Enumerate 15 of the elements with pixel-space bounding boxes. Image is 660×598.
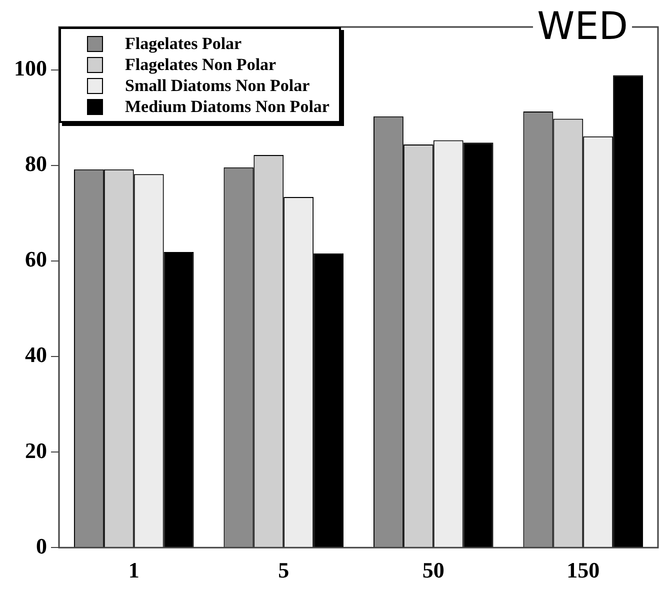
legend-label: Small Diatoms Non Polar xyxy=(125,75,310,96)
y-tick-label: 40 xyxy=(25,342,47,368)
y-tick-label: 20 xyxy=(25,438,47,463)
x-tick-label: 5 xyxy=(278,557,290,582)
legend-label: Flagelates Polar xyxy=(125,33,242,54)
y-tick-label: 0 xyxy=(36,533,47,558)
y-tick-label: 80 xyxy=(25,151,47,176)
x-tick-label: 50 xyxy=(422,557,444,582)
legend-label: Medium Diatoms Non Polar xyxy=(125,96,330,117)
x-tick-label: 1 xyxy=(128,557,140,582)
annotation: WED xyxy=(533,4,632,48)
y-tick-label: 60 xyxy=(25,246,47,272)
y-tick-label: 100 xyxy=(14,56,47,81)
x-tick-label: 150 xyxy=(566,557,600,582)
legend-label: Flagelates Non Polar xyxy=(125,54,276,75)
